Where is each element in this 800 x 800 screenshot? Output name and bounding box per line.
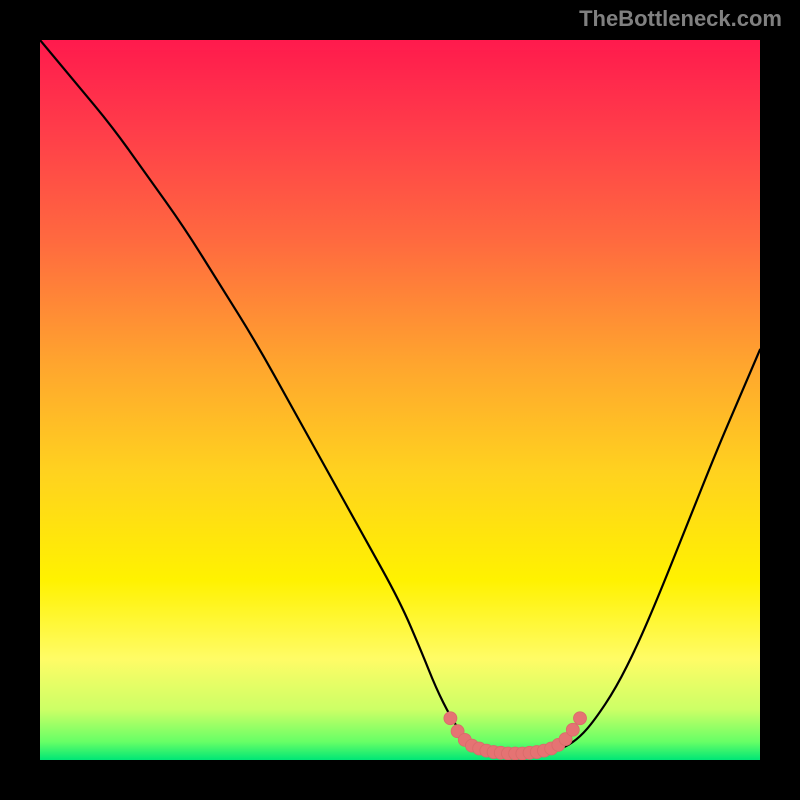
chart-background [40,40,760,760]
marker-point [444,712,457,725]
watermark-text: TheBottleneck.com [579,6,782,32]
marker-point [574,712,587,725]
marker-point [566,723,579,736]
chart-outer-frame: TheBottleneck.com [0,0,800,800]
chart-svg [40,40,760,760]
chart-plot-area [40,40,760,760]
